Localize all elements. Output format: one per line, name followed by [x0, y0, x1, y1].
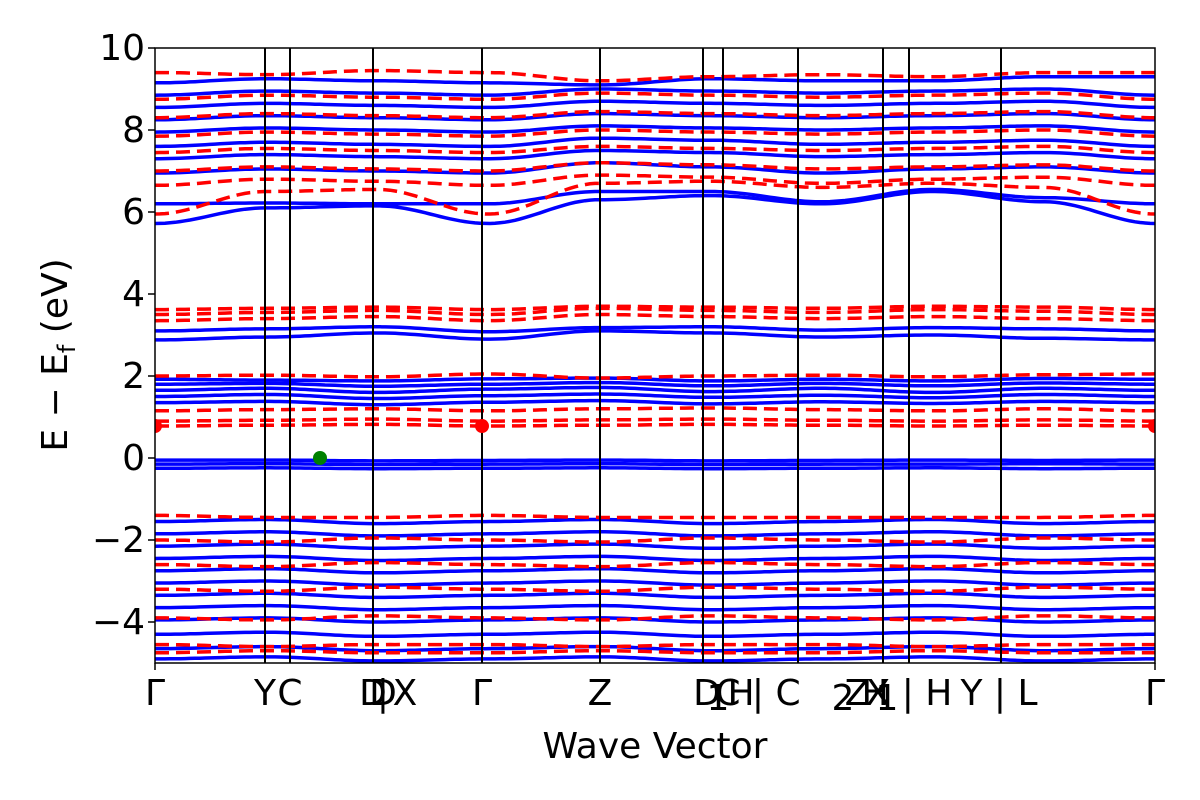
- x-tick-label-17: X | H: [866, 673, 953, 714]
- spin-down-band-17: [155, 560, 1155, 569]
- spin-up-band-27: [155, 603, 1155, 612]
- y-tick-label: 0: [122, 438, 145, 479]
- spin-up-band-5: [155, 385, 1155, 395]
- x-tick-label-18: Y | L: [959, 673, 1037, 714]
- band-lines: [155, 68, 1155, 663]
- x-tick-label-6: X: [393, 673, 418, 714]
- extremum-marker-0: [155, 419, 162, 434]
- spin-up-band-18: [155, 87, 1155, 97]
- spin-down-band-13: [155, 91, 1155, 102]
- y-axis-title-unit: (eV): [35, 258, 76, 344]
- spin-down-band-0: [155, 422, 1155, 428]
- x-tick-label-16: 1: [876, 678, 899, 719]
- spin-up-band-7: [155, 376, 1155, 383]
- y-tick-label: −4: [92, 602, 145, 643]
- x-tick-label-14: Z: [845, 673, 870, 714]
- spin-down-band-11: [155, 128, 1155, 138]
- x-tick-label-19: Γ: [1145, 673, 1165, 714]
- spin-up-band-30: [155, 644, 1155, 653]
- y-axis-title-main: E − E: [35, 353, 76, 452]
- extremum-marker-1: [475, 419, 489, 434]
- spin-up-band-31: [155, 655, 1155, 663]
- spin-up-band-9: [155, 325, 1155, 334]
- x-tick-label-9: D: [693, 673, 721, 714]
- spin-up-band-22: [155, 542, 1155, 550]
- y-axis-ticks: −4 −2 0 2 4 6 8 10: [92, 28, 155, 643]
- y-tick-label: 4: [122, 274, 145, 315]
- plot-frame: [154, 47, 1156, 664]
- x-tick-label-0: Γ: [145, 673, 165, 714]
- spin-up-band-3: [155, 398, 1155, 407]
- kpoint-lines: [264, 48, 1002, 663]
- spin-up-band-13: [155, 148, 1155, 161]
- spin-up-band-26: [155, 591, 1155, 600]
- spin-up-band-0: [155, 458, 1155, 463]
- extremum-marker-3: [313, 451, 327, 465]
- spin-up-band-24: [155, 566, 1155, 575]
- spin-up-band-14: [155, 136, 1155, 149]
- spin-up-band-25: [155, 579, 1155, 587]
- y-tick-label: 6: [122, 192, 145, 233]
- spin-down-band-2: [155, 406, 1155, 413]
- x-tick-label-5: |: [377, 673, 389, 714]
- spin-up-band-10: [155, 189, 1155, 226]
- x-tick-label-15: H: [861, 673, 888, 714]
- spin-up-band-12: [155, 161, 1155, 175]
- spin-up-band-4: [155, 392, 1155, 401]
- spin-up-band-29: [155, 630, 1155, 639]
- extremum-marker-2: [1148, 419, 1155, 434]
- spin-up-band-19: [155, 74, 1155, 87]
- y-axis-title: E − Ef (eV): [35, 258, 81, 451]
- spin-up-band-23: [155, 554, 1155, 563]
- spin-up-band-15: [155, 124, 1155, 134]
- x-tick-label-12: C | C: [715, 673, 800, 714]
- y-tick-label: 2: [122, 356, 145, 397]
- spin-up-band-8: [155, 329, 1155, 342]
- y-axis-title-subscript: f: [53, 344, 81, 353]
- spin-down-band-15: [155, 513, 1155, 520]
- spin-up-band-21: [155, 530, 1155, 538]
- spin-down-band-16: [155, 536, 1155, 544]
- x-tick-label-10: 1: [707, 678, 730, 719]
- spin-down-band-1: [155, 417, 1155, 423]
- y-tick-label: 8: [122, 110, 145, 151]
- spin-up-band-6: [155, 380, 1155, 388]
- extremum-markers: [155, 419, 1155, 465]
- spin-down-band-4: [155, 312, 1155, 323]
- spin-up-band-17: [155, 99, 1155, 110]
- spin-up-band-20: [155, 517, 1155, 526]
- x-tick-label-3: D: [359, 673, 387, 714]
- x-tick-label-7: Γ: [472, 673, 492, 714]
- y-tick-label: −2: [92, 520, 145, 561]
- spin-down-band-18: [155, 585, 1155, 593]
- x-tick-label-2: C: [277, 673, 302, 714]
- spin-up-band-11: [155, 187, 1155, 206]
- x-tick-label-11: H: [727, 673, 754, 714]
- spin-up-band-16: [155, 111, 1155, 122]
- spin-up-band-2: [155, 466, 1155, 471]
- x-tick-label-1: Y: [253, 673, 277, 714]
- x-tick-label-13: 2: [832, 678, 855, 719]
- x-axis-title: Wave Vector: [543, 726, 768, 767]
- x-tick-label-4: D: [369, 673, 397, 714]
- spin-down-band-21: [155, 648, 1155, 655]
- spin-down-band-20: [155, 642, 1155, 649]
- spin-up-band-28: [155, 616, 1155, 624]
- x-tick-label-8: Z: [588, 673, 613, 714]
- spin-down-band-7: [155, 179, 1155, 216]
- spin-up-band-1: [155, 461, 1155, 467]
- y-tick-label: 10: [99, 28, 145, 69]
